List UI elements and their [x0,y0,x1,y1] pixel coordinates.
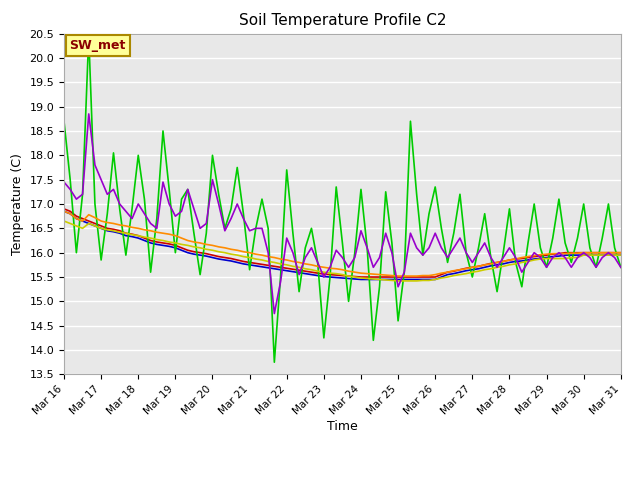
TC_temp17 [611,255,618,261]
Line: TC_temp15: TC_temp15 [64,211,621,276]
TC_temp15 [536,252,544,257]
X-axis label: Time: Time [327,420,358,432]
Text: SW_met: SW_met [70,39,126,52]
Line: -32cm: -32cm [64,209,621,277]
-32cm [605,250,612,255]
Line: TC_temp17: TC_temp17 [64,114,621,313]
-32cm [611,250,618,255]
TC_temp16 [190,244,198,250]
-32cm [190,249,198,254]
-8cm [611,252,618,258]
TC_temp17 [394,284,402,289]
TC_temp16 [605,252,612,258]
Line: -8cm: -8cm [64,211,621,279]
TC_temp17 [543,264,550,270]
-8cm [60,208,68,214]
TC_temp16 [394,278,402,284]
Y-axis label: Temperature (C): Temperature (C) [11,153,24,255]
-2cm [196,272,204,277]
-8cm [357,276,365,282]
-8cm [617,252,625,258]
Title: Soil Temperature Profile C2: Soil Temperature Profile C2 [239,13,446,28]
TC_temp17 [271,311,278,316]
-2cm [60,119,68,124]
-2cm [394,318,402,324]
-2cm [617,264,625,270]
-32cm [536,253,544,259]
-32cm [202,251,210,256]
-8cm [536,256,544,262]
-2cm [134,153,142,158]
TC_temp16 [536,256,544,262]
TC_temp17 [85,111,93,117]
TC_temp15 [190,239,198,245]
TC_temp15 [611,250,618,255]
TC_temp17 [617,264,625,270]
-8cm [128,234,136,240]
-32cm [128,231,136,237]
TC_temp17 [60,179,68,185]
-32cm [357,274,365,280]
-2cm [543,264,550,270]
-2cm [209,153,216,158]
TC_temp15 [617,250,625,255]
TC_temp17 [209,177,216,182]
TC_temp16 [128,232,136,238]
TC_temp15 [605,250,612,255]
Line: TC_temp16: TC_temp16 [64,221,621,281]
TC_temp15 [394,273,402,279]
TC_temp16 [617,252,625,258]
TC_temp16 [611,252,618,258]
-8cm [605,252,612,258]
Legend: -32cm, -8cm, -2cm, TC_temp15, TC_temp16, TC_temp17: -32cm, -8cm, -2cm, TC_temp15, TC_temp16,… [113,475,572,480]
-8cm [202,253,210,259]
TC_temp16 [60,218,68,224]
-8cm [190,251,198,257]
TC_temp17 [134,201,142,207]
-32cm [617,250,625,255]
-2cm [611,245,618,251]
TC_temp16 [202,246,210,252]
-2cm [85,33,93,39]
TC_temp15 [128,225,136,230]
TC_temp17 [196,226,204,231]
-32cm [60,206,68,212]
TC_temp15 [60,208,68,214]
-2cm [271,360,278,365]
Line: -2cm: -2cm [64,36,621,362]
TC_temp15 [202,241,210,247]
